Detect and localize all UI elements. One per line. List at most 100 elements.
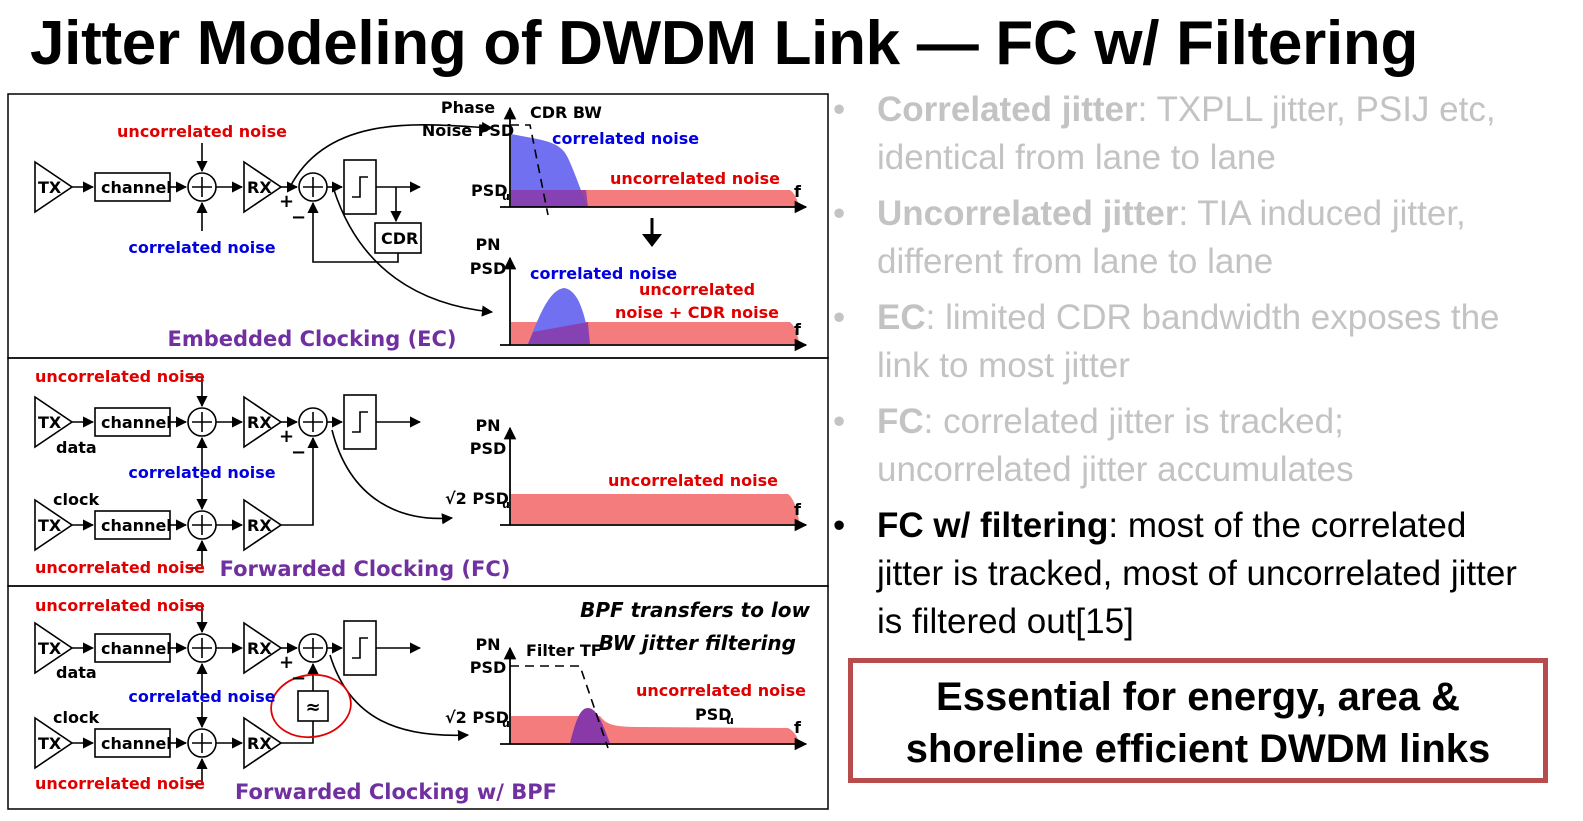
ec-channel-label: channel: [101, 178, 172, 197]
bullet-term: FC w/ filtering: [877, 506, 1109, 545]
ec-correlated-noise-label: correlated noise: [128, 238, 275, 257]
bpf-uncorrelated-bottom-label: uncorrelated noise: [35, 774, 205, 793]
bpf-block-diagram: [34, 605, 470, 785]
bullet-fc-filtering: • FC w/ filtering: most of the correlate…: [833, 502, 1533, 646]
ec-psd-u-subscript: u: [502, 190, 510, 203]
bullet-term: Correlated jitter: [877, 90, 1138, 129]
ec-noise-psd-label: Noise PSD: [422, 121, 514, 140]
bullet-ec: • EC: limited CDR bandwidth exposes the …: [833, 294, 1533, 390]
callout-box: Essential for energy, area & shoreline e…: [848, 658, 1548, 783]
bullet-text: : TIA induced jitter, different from lan…: [877, 194, 1466, 281]
fc-plot-uncorrelated-label: uncorrelated noise: [608, 471, 778, 490]
bullet-fc: • FC: correlated jitter is tracked; unco…: [833, 398, 1533, 494]
ec-plot2-uncorrelated-label: uncorrelated: [639, 280, 755, 299]
fc-plot-pn-label: PN: [475, 416, 500, 435]
ec-plot-pn-psd: [500, 256, 808, 352]
bullet-term: FC: [877, 402, 924, 441]
fc-clock-label: clock: [53, 490, 99, 509]
fc-block-diagram: [34, 376, 454, 569]
fc-plot-f-label: f: [794, 500, 802, 519]
bullet-correlated-jitter: • Correlated jitter: TXPLL jitter, PSIJ …: [833, 86, 1533, 182]
bpf-clock-label: clock: [53, 708, 99, 727]
bpf-filter-box: [297, 690, 329, 722]
bpf-plot-psd-u-label: PSD: [695, 705, 732, 724]
ec-minus-sign: −: [291, 207, 306, 228]
fc-correlated-label: correlated noise: [128, 463, 275, 482]
fc-plus-sign: +: [279, 426, 294, 447]
fc-data-channel-label: channel: [101, 413, 172, 432]
bullet-text: : limited CDR bandwidth exposes the link…: [877, 298, 1500, 385]
bpf-data-channel-label: channel: [101, 639, 172, 658]
bpf-plot-sqrt2-psd-label: √2 PSD: [445, 708, 509, 727]
ec-plus-sign: +: [279, 191, 294, 212]
bpf-data-rx-label: RX: [247, 639, 272, 658]
bpf-icon: ≈: [305, 697, 320, 718]
ec-tx-buffer: [34, 160, 74, 214]
fc-clock-channel-label: channel: [101, 516, 172, 535]
fc-plot-sqrt2-subscript: u: [502, 498, 510, 511]
bpf-plot-f-label: f: [794, 718, 802, 737]
bullet-marker: •: [833, 506, 846, 545]
ec-plot2-psd-label: PSD: [470, 259, 507, 278]
fc-uncorrelated-bottom-label: uncorrelated noise: [35, 558, 205, 577]
bpf-plot-uncorrelated-label: uncorrelated noise: [636, 681, 806, 700]
bpf-note-line1: BPF transfers to low: [580, 598, 810, 622]
ec-plot-phase-noise: [500, 106, 808, 216]
ec-uncorrelated-noise-label: uncorrelated noise: [117, 122, 287, 141]
ec-plot2-cdr-noise-label: noise + CDR noise: [615, 303, 779, 322]
bpf-clock-channel-label: channel: [101, 734, 172, 753]
bullet-marker: •: [833, 298, 846, 337]
fc-clock-rx-label: RX: [247, 516, 272, 535]
bpf-plot-psd-label: PSD: [470, 658, 507, 677]
ec-cdr-box: [374, 222, 422, 254]
callout-line-2: shoreline efficient DWDM links: [905, 727, 1491, 771]
ec-phase-label: Phase: [441, 98, 495, 117]
bpf-clock-tx-label: TX: [38, 734, 62, 753]
bpf-correlated-label: correlated noise: [128, 687, 275, 706]
fc-minus-sign: −: [291, 442, 306, 463]
fc-data-tx-label: TX: [38, 413, 62, 432]
bpf-plus-sign: +: [279, 652, 294, 673]
fc-plot-pn-psd: [500, 426, 808, 532]
panel-bpf-frame: [7, 585, 829, 810]
ec-cdr-bw-label: CDR BW: [530, 103, 602, 122]
ec-block-diagram: [34, 121, 494, 317]
bullet-text: : TXPLL jitter, PSIJ etc, identical from…: [877, 90, 1496, 177]
bullet-term: EC: [877, 298, 926, 337]
bpf-plot-sqrt2-subscript: u: [502, 717, 510, 730]
fc-panel-label: Forwarded Clocking (FC): [220, 557, 511, 581]
bpf-minus-sign: −: [291, 668, 306, 689]
ec-plot1-correlated-label: correlated noise: [552, 129, 699, 148]
bpf-uncorrelated-top-label: uncorrelated noise: [35, 596, 205, 615]
bullet-marker: •: [833, 90, 846, 129]
slide-title: Jitter Modeling of DWDM Link — FC w/ Fil…: [30, 9, 1419, 78]
fc-data-label: data: [56, 438, 97, 457]
fc-uncorrelated-top-label: uncorrelated noise: [35, 367, 205, 386]
ec-rx-label: RX: [247, 178, 272, 197]
ec-tx-label: TX: [38, 178, 62, 197]
bpf-plot-psd-u-subscript: u: [726, 714, 734, 727]
ec-rx-buffer: [243, 160, 283, 214]
callout-line-1: Essential for energy, area &: [936, 675, 1460, 719]
fc-data-rx-label: RX: [247, 413, 272, 432]
fc-plot-psd-label: PSD: [470, 439, 507, 458]
ec-panel-label: Embedded Clocking (EC): [167, 327, 456, 351]
bullet-text: : correlated jitter is tracked; uncorrel…: [877, 402, 1354, 489]
bpf-plot-pn-label: PN: [475, 635, 500, 654]
fc-plot-sqrt2-psd-label: √2 PSD: [445, 489, 509, 508]
bpf-data-label: data: [56, 663, 97, 682]
bullet-marker: •: [833, 194, 846, 233]
ec-plot2-pn-label: PN: [475, 235, 500, 254]
bpf-highlight-circle: [270, 673, 352, 739]
ec-psd-u-label: PSD: [471, 181, 508, 200]
bpf-panel-label: Forwarded Clocking w/ BPF: [235, 780, 557, 804]
bpf-note-line2: BW jitter filtering: [599, 631, 796, 655]
ec-transform-arrow: [642, 218, 662, 247]
bullet-uncorrelated-jitter: • Uncorrelated jitter: TIA induced jitte…: [833, 190, 1533, 286]
bullet-marker: •: [833, 402, 846, 441]
bpf-filter-tf-label: Filter TF: [526, 641, 602, 660]
ec-plot2-f-label: f: [794, 320, 802, 339]
bpf-data-tx-label: TX: [38, 639, 62, 658]
ec-plot2-correlated-label: correlated noise: [530, 264, 677, 283]
